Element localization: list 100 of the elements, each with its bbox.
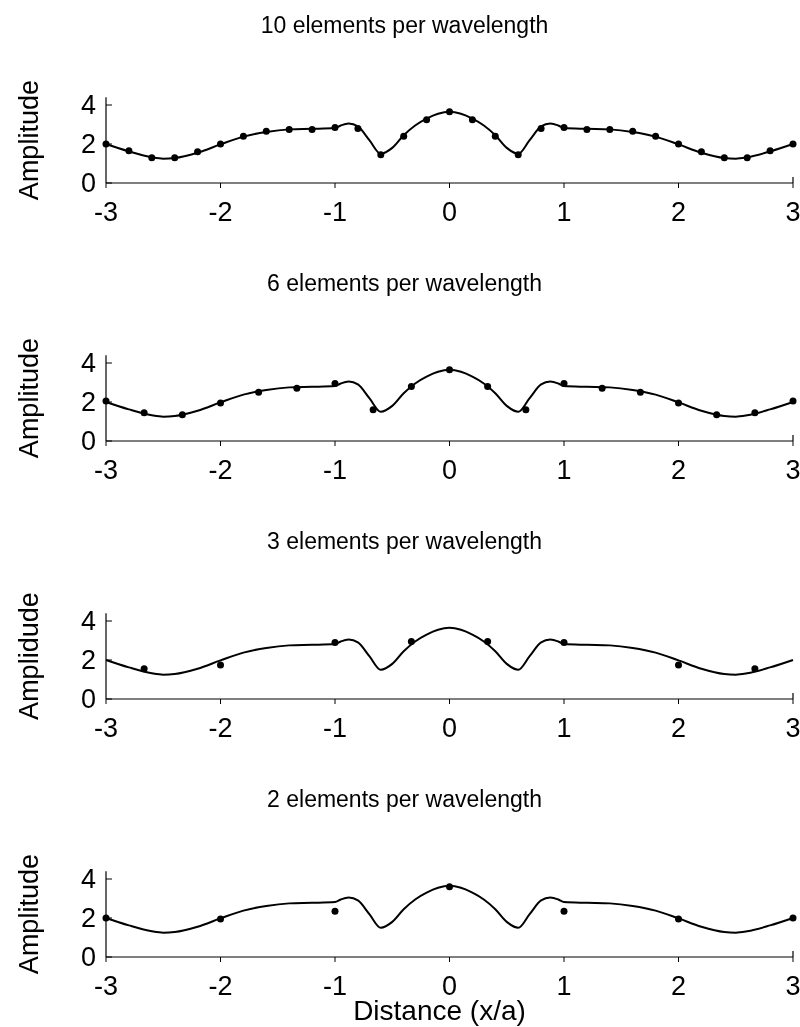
point [140,665,148,673]
x-tick-label: -1 [322,197,348,227]
point [255,388,263,396]
y-tick-label: 4 [80,606,96,637]
y-tick-label: 2 [80,645,96,676]
point [491,132,499,140]
point [560,123,568,131]
point [713,411,721,419]
point [148,154,156,162]
y-tick-label: 0 [80,168,96,199]
point [125,147,133,155]
x-tick-label: -2 [208,971,233,1001]
point [484,637,492,645]
y-tick-label: 2 [80,387,96,418]
point [789,397,797,405]
point [522,406,530,414]
point [239,132,247,140]
y-tick-label: 2 [80,129,96,160]
point [583,125,591,133]
point [331,379,339,387]
point [766,147,774,155]
point [331,638,339,646]
chart-title: 10 elements per wavelength [260,12,549,38]
x-tick-label: -3 [93,455,119,485]
y-axis-title: Amplitude [14,854,44,975]
point [171,154,179,162]
x-tick-label: 1 [556,455,572,485]
point [675,399,682,407]
x-tick-label: 1 [556,971,572,1001]
x-tick-label: 1 [556,197,572,227]
point [423,116,431,124]
point [743,154,751,162]
point [293,384,301,392]
x-tick-label: -1 [322,455,348,485]
point [446,366,453,374]
point [697,148,705,156]
point [636,388,644,396]
y-tick-label: 4 [80,348,96,379]
point [789,914,797,922]
x-tick-label: 2 [670,455,687,485]
x-tick-label: 3 [785,971,800,1001]
x-tick-label: -1 [322,971,348,1001]
point [751,409,759,417]
point [331,907,339,915]
point [484,382,492,390]
x-tick-label: -3 [93,971,119,1001]
y-tick-label: 4 [80,864,96,895]
x-tick-label: 2 [670,713,687,743]
y-tick-label: 0 [80,684,96,715]
point [606,125,614,133]
x-tick-label: 0 [441,713,458,743]
point [446,108,453,116]
point [262,127,270,135]
point [675,915,682,923]
x-tick-label: -2 [208,455,233,485]
point [217,915,224,923]
point [514,151,522,159]
x-tick-label: -1 [322,713,348,743]
point [560,638,568,646]
x-tick-label: -3 [93,713,119,743]
point [354,124,362,132]
point [789,140,797,148]
point [598,384,606,392]
x-tick-label: 2 [670,971,687,1001]
x-tick-label: -2 [208,197,233,227]
point [751,665,759,673]
point [178,411,186,419]
point [446,883,453,891]
point [140,409,148,417]
x-tick-label: 2 [670,197,687,227]
chart-title: 2 elements per wavelength [267,786,542,812]
point [217,399,224,407]
x-tick-label: 0 [441,197,458,227]
y-axis-title: Amplitude [14,80,44,201]
chart-title: 6 elements per wavelength [267,270,542,296]
point [560,379,568,387]
point [369,406,377,414]
x-tick-label: 3 [785,197,800,227]
x-tick-label: -2 [208,713,233,743]
y-tick-label: 0 [80,942,96,973]
point [407,637,415,645]
x-tick-label: 3 [785,455,800,485]
point [537,124,545,132]
point [217,661,224,669]
point [560,907,568,915]
x-tick-label: 3 [785,713,800,743]
x-tick-label: 0 [441,455,458,485]
point [217,140,224,148]
point [400,132,408,140]
x-tick-label: -3 [93,197,119,227]
point [652,132,660,140]
point [194,148,202,156]
point [377,151,385,159]
point [675,661,682,669]
y-tick-label: 4 [80,90,96,121]
point [407,382,415,390]
point [331,123,339,131]
y-tick-label: 0 [80,426,96,457]
point [720,154,728,162]
y-axis-title: Amplitude [14,338,44,459]
